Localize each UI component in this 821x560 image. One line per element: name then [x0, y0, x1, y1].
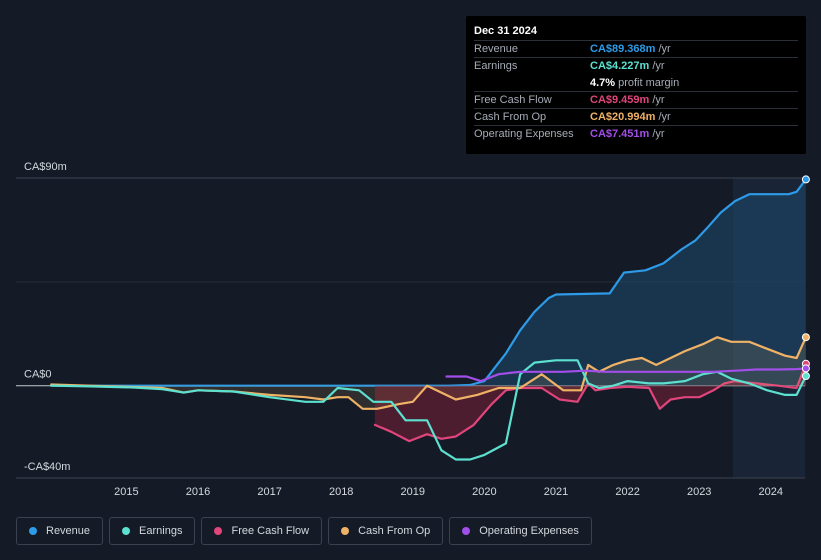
x-tick-label: 2023	[687, 486, 711, 498]
x-axis-labels: 2015 2016 2017 2018 2019 2020 2021 2022 2023 2024	[114, 486, 783, 498]
tooltip-row-value: 4.7%	[590, 76, 616, 89]
legend-label: Free Cash Flow	[231, 525, 310, 537]
tooltip-date: Dec 31 2024	[474, 25, 537, 37]
tooltip-row-label: Revenue	[474, 43, 519, 55]
legend-dot-icon	[122, 527, 131, 535]
tooltip-rows: Revenue CA$89.368m/yr Earnings CA$4.227m/yr…	[474, 40, 798, 142]
tooltip-row-value: CA$89.368m	[590, 43, 656, 55]
legend-dot-icon	[214, 527, 223, 535]
tooltip-row-label: Free Cash Flow	[474, 94, 552, 106]
legend-item-revenue[interactable]: Revenue	[16, 517, 104, 545]
tooltip-row-unit: /yr	[652, 94, 665, 106]
legend-item-earnings[interactable]: Earnings	[109, 517, 196, 545]
y-tick-label: CA$0	[24, 369, 52, 381]
legend-label: Operating Expenses	[479, 525, 579, 537]
tooltip-row-value: CA$20.994m	[590, 111, 656, 123]
series-area-cash-from-op	[51, 337, 806, 409]
tooltip-row-value: CA$4.227m	[590, 60, 650, 72]
legend-label: Earnings	[139, 525, 183, 537]
x-tick-label: 2017	[257, 486, 281, 498]
x-tick-label: 2016	[186, 486, 210, 498]
x-tick-label: 2021	[544, 486, 568, 498]
legend-dot-icon	[29, 527, 37, 535]
tooltip-row-unit: profit margin	[618, 76, 680, 89]
legend-dot-icon	[341, 527, 350, 535]
series-area-free-cash-flow	[374, 363, 806, 442]
x-tick-label: 2024	[759, 486, 783, 498]
x-tick-label: 2022	[615, 486, 639, 498]
series-layer	[50, 178, 807, 461]
series-endpoint-earnings	[801, 372, 810, 380]
tooltip-row: Operating Expenses CA$7.451m/yr	[474, 125, 798, 142]
tooltip-row-label: Earnings	[474, 60, 518, 72]
series-line-revenue	[50, 178, 807, 387]
x-tick-label: 2018	[329, 486, 353, 498]
series-line-earnings	[50, 359, 807, 461]
data-tooltip: Dec 31 2024 Revenue CA$89.368m/yr Earnings…	[466, 16, 806, 154]
tooltip-row: 4.7% profit margin	[474, 74, 798, 91]
tooltip-row-label: Cash From Op	[474, 111, 547, 123]
series-line-cash-from-op	[50, 336, 807, 410]
tooltip-row-unit: /yr	[652, 60, 665, 72]
series-endpoint-revenue	[801, 175, 810, 184]
series-line-operating-expenses	[445, 367, 807, 383]
legend-item-cash-from-op[interactable]: Cash From Op	[328, 517, 444, 545]
x-tick-label: 2019	[401, 486, 425, 498]
series-line-free-cash-flow	[373, 362, 807, 443]
tooltip-row-unit: /yr	[658, 111, 671, 123]
tooltip-row: Earnings CA$4.227m/yr	[474, 57, 798, 74]
legend-label: Cash From Op	[358, 525, 431, 537]
y-tick-label: -CA$40m	[24, 461, 70, 473]
endpoint-layer	[801, 175, 810, 380]
legend-label: Revenue	[46, 525, 91, 537]
x-tick-label: 2020	[472, 486, 496, 498]
tooltip-row-value: CA$9.459m	[590, 94, 650, 106]
x-tick-label: 2015	[114, 486, 138, 498]
series-endpoint-operating-expenses	[801, 364, 810, 373]
legend-item-free-cash-flow[interactable]: Free Cash Flow	[201, 517, 323, 545]
y-tick-label: CA$90m	[24, 161, 67, 173]
tooltip-row-unit: /yr	[658, 43, 671, 55]
tooltip-row: Revenue CA$89.368m/yr	[474, 40, 798, 57]
y-axis-labels: CA$90m CA$0 -CA$40m	[24, 161, 70, 473]
chart-legend: Revenue Earnings Free Cash Flow Cash From O…	[16, 517, 592, 545]
tooltip-row-label: Operating Expenses	[474, 128, 574, 140]
series-area-revenue	[51, 179, 806, 386]
tooltip-row-unit: /yr	[652, 128, 665, 140]
legend-dot-icon	[462, 527, 471, 535]
tooltip-row: Free Cash Flow CA$9.459m/yr	[474, 91, 798, 108]
series-endpoint-cash-from-op	[801, 333, 810, 342]
tooltip-row-value: CA$7.451m	[590, 128, 650, 140]
legend-item-operating-expenses[interactable]: Operating Expenses	[449, 517, 592, 545]
tooltip-row: Cash From Op CA$20.994m/yr	[474, 108, 798, 125]
